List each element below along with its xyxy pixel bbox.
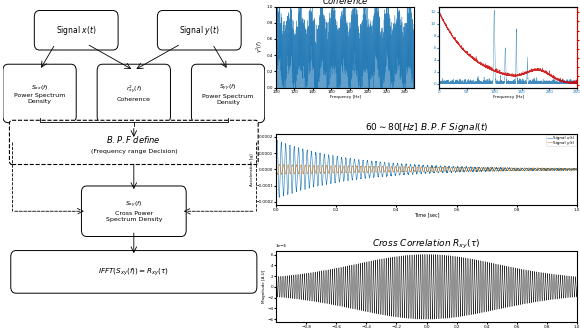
Signal x(t) xyxy=(276,195,282,199)
FancyBboxPatch shape xyxy=(191,64,264,123)
Text: $B.P.F$ $define$: $B.P.F$ $define$ xyxy=(107,134,161,145)
Text: $IFFT(S_{xy}(f)) = R_{xy}(\tau)$: $IFFT(S_{xy}(f)) = R_{xy}(\tau)$ xyxy=(98,266,169,278)
FancyBboxPatch shape xyxy=(157,11,241,50)
Signal x(t) xyxy=(574,167,580,171)
Signal x(t) xyxy=(288,173,295,177)
Signal y(t) xyxy=(274,172,281,176)
Title: Cross Correlation $R_{xy}(\tau)$: Cross Correlation $R_{xy}(\tau)$ xyxy=(372,238,481,251)
Signal y(t) xyxy=(512,167,519,171)
Signal x(t) xyxy=(464,167,471,171)
Text: $S_{xx}(f)$
Power Spectrum
Density: $S_{xx}(f)$ Power Spectrum Density xyxy=(14,83,65,104)
Text: $r^2_{xy}(f)$
Coherence: $r^2_{xy}(f)$ Coherence xyxy=(117,84,151,103)
Title: $Coherence$: $Coherence$ xyxy=(322,0,368,6)
FancyBboxPatch shape xyxy=(11,251,257,293)
Signal y(t) xyxy=(382,170,389,174)
Signal y(t) xyxy=(464,168,471,172)
FancyBboxPatch shape xyxy=(97,64,171,123)
Legend: Signal x(t), Signal y(t): Signal x(t), Signal y(t) xyxy=(546,135,576,146)
Title: $60{\sim}80[Hz]$ $B.P.F$ $Signal(t)$: $60{\sim}80[Hz]$ $B.P.F$ $Signal(t)$ xyxy=(365,121,488,134)
Y-axis label: Acceleration [g]: Acceleration [g] xyxy=(250,153,254,186)
FancyBboxPatch shape xyxy=(81,186,186,237)
Signal y(t) xyxy=(451,169,458,173)
FancyBboxPatch shape xyxy=(34,11,118,50)
Signal y(t) xyxy=(288,168,295,172)
X-axis label: Frequency [Hz]: Frequency [Hz] xyxy=(329,95,361,99)
X-axis label: Time [sec]: Time [sec] xyxy=(414,213,439,217)
Signal y(t) xyxy=(574,167,580,171)
Signal x(t) xyxy=(451,166,458,170)
Signal x(t) xyxy=(274,139,281,142)
Text: (Frequency range Decision): (Frequency range Decision) xyxy=(90,149,177,154)
X-axis label: Frequency [Hz]: Frequency [Hz] xyxy=(492,95,524,99)
Line: Signal y(t): Signal y(t) xyxy=(276,164,577,174)
Text: $S_{yy}(f)$
Power Spectrum
Density: $S_{yy}(f)$ Power Spectrum Density xyxy=(202,82,254,105)
Signal y(t) xyxy=(273,166,280,170)
Text: Signal $x(t)$: Signal $x(t)$ xyxy=(56,24,96,37)
Signal x(t) xyxy=(496,168,503,172)
FancyBboxPatch shape xyxy=(9,120,258,164)
Signal x(t) xyxy=(512,168,519,172)
Y-axis label: Magnitude [A.U]: Magnitude [A.U] xyxy=(262,270,266,303)
Line: Signal x(t): Signal x(t) xyxy=(276,140,577,197)
Signal y(t) xyxy=(496,166,503,170)
Y-axis label: $\gamma^2(f)$: $\gamma^2(f)$ xyxy=(255,41,265,53)
Signal x(t) xyxy=(382,163,389,166)
Text: $S_{xy}(f)$
Cross Power
Spectrum Density: $S_{xy}(f)$ Cross Power Spectrum Density xyxy=(106,200,162,222)
Signal y(t) xyxy=(276,163,283,166)
Signal x(t) xyxy=(273,168,280,172)
FancyBboxPatch shape xyxy=(3,64,76,123)
Text: Signal $y(t)$: Signal $y(t)$ xyxy=(179,24,220,37)
